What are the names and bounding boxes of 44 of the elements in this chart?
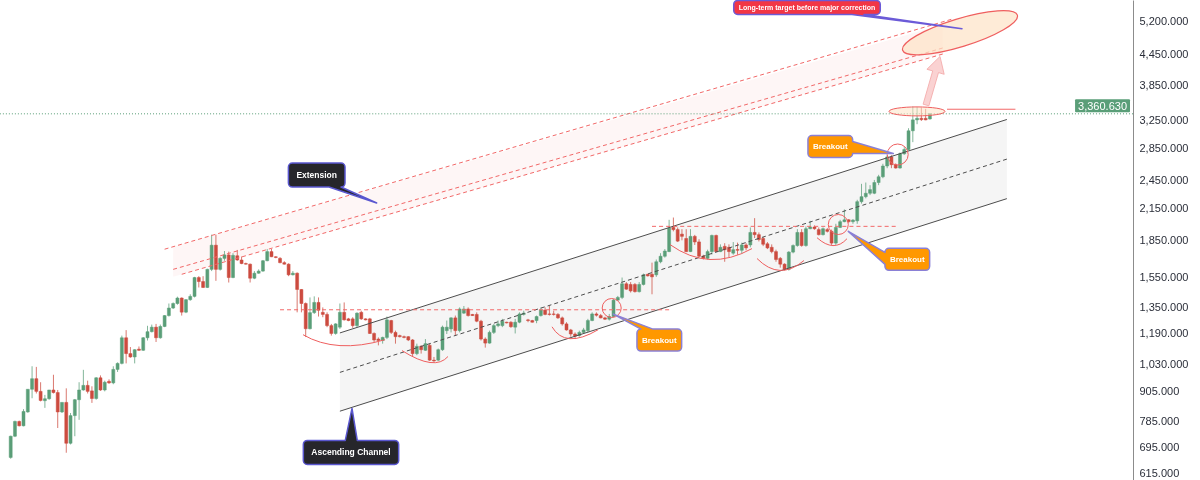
- candlestick: [107, 378, 111, 385]
- candlestick: [385, 316, 389, 340]
- y-tick-label: 4,450.000: [1139, 47, 1189, 60]
- y-tick-label: 2,850.000: [1139, 142, 1189, 155]
- candlestick: [308, 296, 312, 330]
- candlestick: [316, 296, 321, 318]
- y-tick-label: 905.000: [1139, 385, 1180, 398]
- y-tick-label: 695.000: [1139, 441, 1180, 454]
- y-tick-label: 1,030.000: [1139, 357, 1189, 370]
- candlestick: [868, 184, 872, 196]
- candlestick: [226, 251, 231, 284]
- candlestick: [291, 270, 295, 276]
- y-tick-label: 1,850.000: [1139, 233, 1189, 246]
- candlestick: [453, 315, 458, 337]
- candlestick: [650, 262, 654, 295]
- y-tick-label: 785.000: [1139, 415, 1180, 428]
- candlestick: [804, 225, 808, 248]
- candlestick: [94, 376, 98, 401]
- candlestick: [727, 243, 731, 258]
- candlestick: [457, 306, 462, 333]
- y-tick-label: 1,190.000: [1139, 327, 1189, 340]
- y-tick-label: 3,850.000: [1139, 78, 1189, 91]
- annotation: Extension: [296, 170, 338, 181]
- y-tick-label: 1,550.000: [1139, 271, 1189, 284]
- candlestick: [179, 296, 184, 317]
- candlestick: [77, 381, 81, 421]
- y-tick-label: 1,350.000: [1139, 300, 1189, 313]
- candlestick: [752, 217, 757, 239]
- annotation: Ascending Channel: [311, 447, 391, 458]
- candlestick: [722, 242, 727, 263]
- annotation: Breakout: [812, 142, 848, 151]
- y-tick-label: 615.000: [1139, 467, 1180, 480]
- y-tick-label: 2,450.000: [1139, 174, 1189, 187]
- candlestick: [55, 389, 60, 429]
- y-tick-label: 3,250.000: [1139, 114, 1189, 127]
- candlestick: [667, 219, 671, 253]
- annotation: Breakout: [889, 254, 925, 264]
- candlestick: [231, 252, 235, 279]
- candlestick: [154, 323, 158, 343]
- annotation: Breakout: [641, 335, 677, 345]
- y-tick-label: 5,200.000: [1139, 14, 1189, 27]
- candlestick: [620, 277, 624, 300]
- y-tick-label: 2,150.000: [1139, 201, 1189, 214]
- candlestick: [137, 345, 141, 352]
